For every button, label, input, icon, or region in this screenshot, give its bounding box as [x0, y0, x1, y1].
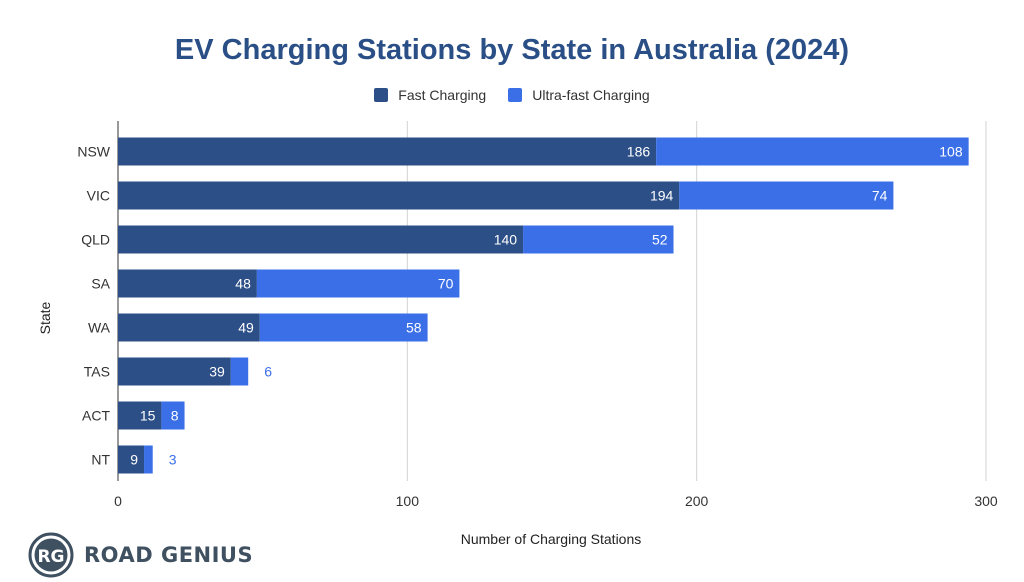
- data-label-fast: 9: [130, 452, 138, 468]
- data-label-ultra-fast: 108: [939, 144, 963, 160]
- category-label: NSW: [77, 144, 110, 160]
- data-label-ultra-fast: 6: [264, 364, 272, 380]
- rg-logo-icon: RG: [28, 532, 74, 578]
- bar-ultra-fast-charging: [144, 445, 153, 474]
- data-label-ultra-fast: 8: [171, 408, 179, 424]
- legend-item-ultra-fast: Ultra-fast Charging: [508, 87, 650, 103]
- legend-swatch-fast: [374, 88, 389, 102]
- category-label: WA: [88, 320, 111, 336]
- bar-ultra-fast-charging: [161, 401, 185, 430]
- x-tick-label: 300: [974, 493, 998, 509]
- data-label-fast: 140: [494, 232, 518, 248]
- y-axis-label: State: [37, 301, 53, 335]
- bar-fast-charging: [118, 357, 231, 386]
- data-label-fast: 186: [627, 144, 651, 160]
- logo-text: ROAD GENIUS: [84, 543, 254, 567]
- bar-ultra-fast-charging: [230, 357, 249, 386]
- category-label: TAS: [84, 364, 110, 380]
- category-label: SA: [91, 276, 110, 292]
- data-label-ultra-fast: 3: [169, 452, 177, 468]
- legend-label-ultra-fast: Ultra-fast Charging: [532, 87, 650, 103]
- data-label-ultra-fast: 70: [438, 276, 454, 292]
- logo-mark: RG: [37, 547, 64, 567]
- brand-logo: RG ROAD GENIUS: [28, 532, 253, 578]
- x-tick-label: 0: [114, 493, 122, 509]
- data-label-fast: 194: [650, 188, 674, 204]
- legend-item-fast: Fast Charging: [374, 87, 486, 103]
- legend: Fast Charging Ultra-fast Charging: [0, 87, 1024, 103]
- bar-fast-charging: [118, 445, 145, 474]
- category-label: ACT: [82, 408, 110, 424]
- bar-fast-charging: [118, 137, 657, 166]
- bar-fast-charging: [118, 269, 257, 298]
- bar-ultra-fast-charging: [256, 269, 460, 298]
- bar-ultra-fast-charging: [523, 225, 674, 254]
- data-label-ultra-fast: 58: [406, 320, 422, 336]
- category-label: QLD: [81, 232, 110, 248]
- data-label-fast: 48: [235, 276, 251, 292]
- bar-fast-charging: [118, 225, 524, 254]
- legend-label-fast: Fast Charging: [398, 87, 487, 103]
- bar-ultra-fast-charging: [259, 313, 428, 342]
- data-label-fast: 49: [238, 320, 254, 336]
- bar-fast-charging: [118, 401, 162, 430]
- category-label: VIC: [87, 188, 110, 204]
- legend-swatch-ultra-fast: [508, 88, 523, 102]
- bar-ultra-fast-charging: [679, 181, 894, 210]
- bar-fast-charging: [118, 313, 260, 342]
- bar-ultra-fast-charging: [656, 137, 969, 166]
- x-tick-label: 100: [396, 493, 420, 509]
- x-tick-label: 200: [685, 493, 709, 509]
- bar-fast-charging: [118, 181, 680, 210]
- chart-title: EV Charging Stations by State in Austral…: [174, 34, 850, 66]
- data-label-fast: 15: [140, 408, 156, 424]
- data-label-ultra-fast: 74: [872, 188, 888, 204]
- category-label: NT: [91, 452, 110, 468]
- x-axis-label: Number of Charging Stations: [460, 531, 642, 547]
- data-label-fast: 39: [209, 364, 225, 380]
- data-label-ultra-fast: 52: [652, 232, 668, 248]
